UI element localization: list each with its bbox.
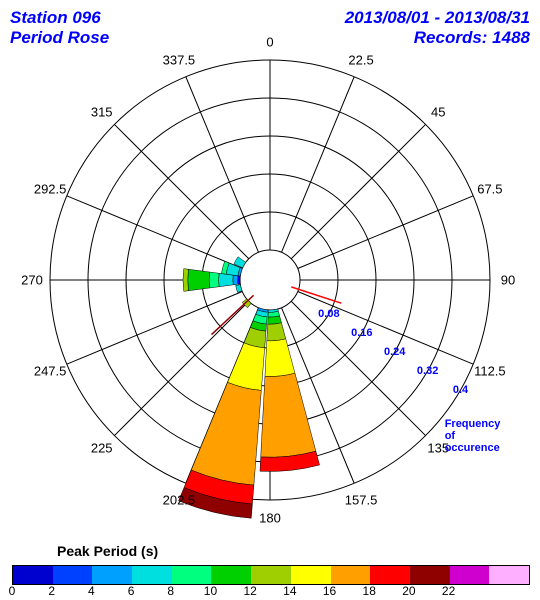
colorbar-segment: [92, 566, 132, 584]
colorbar-segment: [13, 566, 53, 584]
colorbar-tick: 4: [88, 584, 95, 598]
angle-label: 180: [259, 511, 281, 526]
colorbar-segment: [370, 566, 410, 584]
ring-label: 0.24: [384, 346, 405, 358]
ring-label: 0.32: [417, 365, 438, 377]
colorbar-segment: [211, 566, 251, 584]
angle-label: 315: [91, 104, 113, 119]
angle-label: 247.5: [34, 364, 67, 379]
angle-label: 90: [501, 273, 515, 288]
colorbar-segment: [450, 566, 490, 584]
angle-label: 0: [266, 35, 273, 50]
colorbar-tick: 12: [243, 584, 256, 598]
colorbar-segment: [489, 566, 529, 584]
angle-label: 22.5: [348, 53, 373, 68]
colorbar-segment: [251, 566, 291, 584]
angle-label: 225: [91, 441, 113, 456]
colorbar-tick: 8: [167, 584, 174, 598]
colorbar-tick: 18: [363, 584, 376, 598]
colorbar-segment: [132, 566, 172, 584]
colorbar-tick: 20: [402, 584, 415, 598]
ring-label: 0.08: [318, 308, 339, 320]
colorbar-segment: [172, 566, 212, 584]
colorbar-segment: [331, 566, 371, 584]
colorbar-tick: 22: [442, 584, 455, 598]
ring-label: 0.16: [351, 327, 372, 339]
frequency-label: Frequencyofoccurence: [445, 418, 501, 454]
angle-label: 202.5: [163, 492, 196, 507]
colorbar-title: Peak Period (s): [57, 543, 158, 559]
colorbar-tick: 14: [283, 584, 296, 598]
angle-label: 157.5: [345, 492, 378, 507]
angle-label: 270: [21, 273, 43, 288]
colorbar-segment: [53, 566, 93, 584]
angle-label: 45: [431, 104, 445, 119]
colorbar: [12, 565, 530, 585]
colorbar-tick: 0: [9, 584, 16, 598]
colorbar-tick: 6: [128, 584, 135, 598]
angle-label: 67.5: [477, 181, 502, 196]
colorbar-segment: [291, 566, 331, 584]
angle-label: 292.5: [34, 181, 67, 196]
angle-label: 112.5: [474, 364, 506, 379]
colorbar-tick: 10: [204, 584, 217, 598]
angle-label: 337.5: [163, 53, 196, 68]
colorbar-tick: 16: [323, 584, 336, 598]
colorbar-tick: 2: [48, 584, 55, 598]
ring-label: 0.4: [453, 384, 468, 396]
colorbar-segment: [410, 566, 450, 584]
